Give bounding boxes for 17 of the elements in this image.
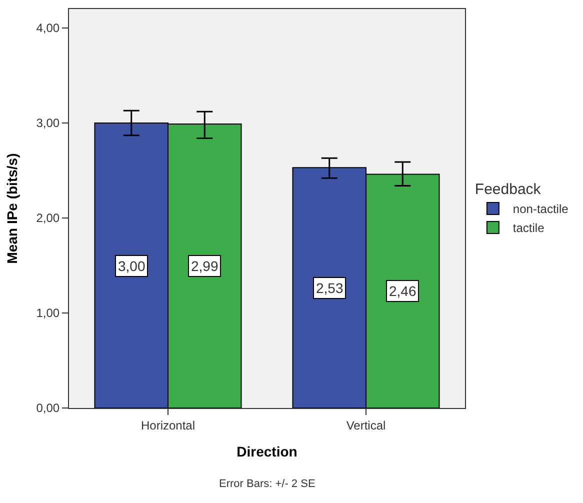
data-label: 3,00 bbox=[118, 258, 146, 274]
y-tick-label: 3,00 bbox=[36, 116, 60, 130]
legend-label: tactile bbox=[512, 221, 545, 236]
x-tick-label: Horizontal bbox=[140, 418, 196, 432]
y-tick-label: 0,00 bbox=[36, 401, 60, 416]
y-tick-label: 4,00 bbox=[36, 21, 60, 36]
data-label: 2,46 bbox=[389, 283, 416, 299]
y-tick-label: 2,00 bbox=[36, 211, 60, 226]
x-axis-title: Direction bbox=[236, 444, 298, 460]
legend-label: non-tactile bbox=[512, 202, 569, 216]
data-label: 2,53 bbox=[316, 280, 344, 296]
x-tick-label: Vertical bbox=[346, 418, 386, 432]
y-tick-label: 1,00 bbox=[36, 306, 60, 320]
data-label: 2,99 bbox=[191, 258, 218, 274]
text: Error Bars: +/- 2 SE bbox=[219, 478, 316, 490]
legend-title: Feedback bbox=[474, 181, 542, 198]
y-axis-title: Mean IPe (bits/s) bbox=[4, 153, 20, 264]
